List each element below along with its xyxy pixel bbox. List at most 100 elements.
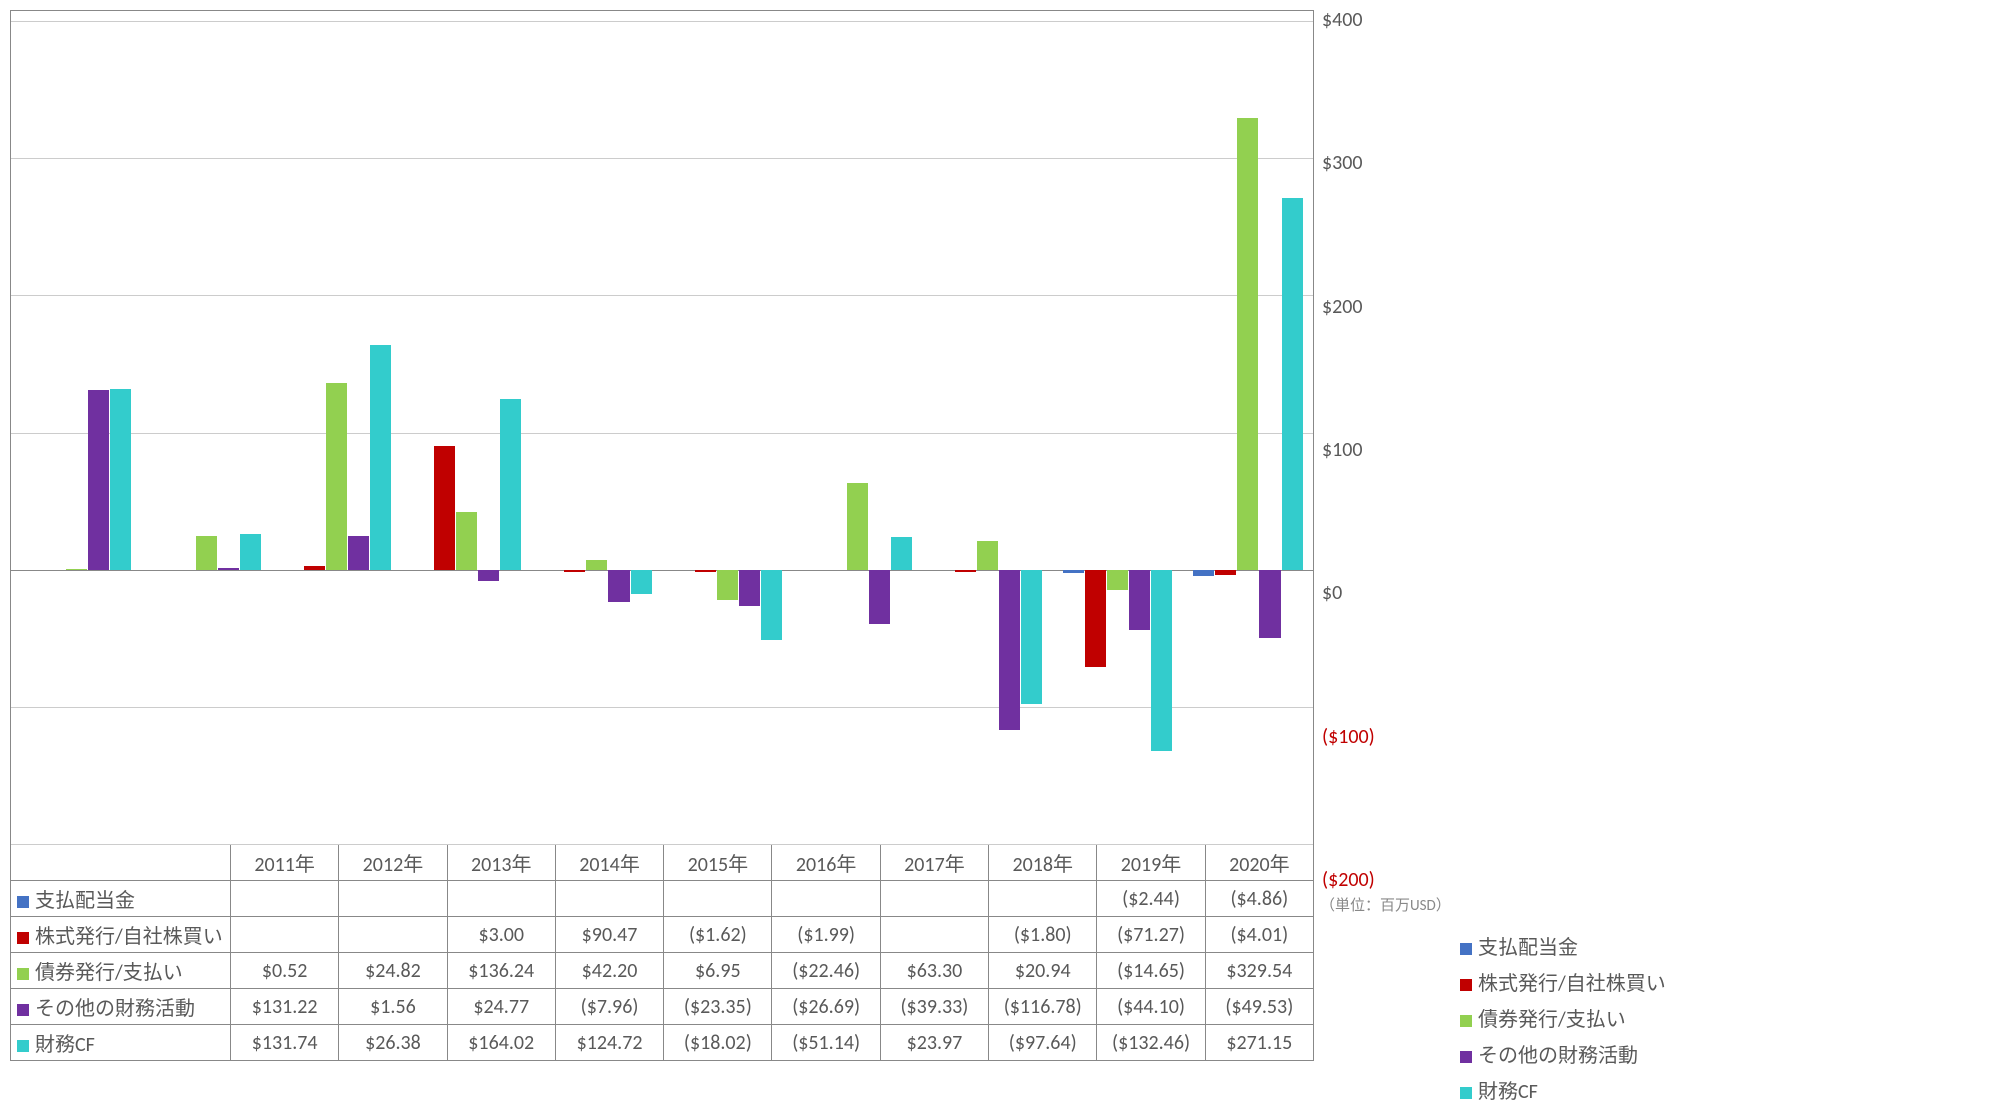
bar xyxy=(434,446,455,570)
data-cell: $329.54 xyxy=(1205,953,1313,989)
data-cell: $20.94 xyxy=(989,953,1097,989)
category-2011年 xyxy=(11,21,141,844)
table-row: 債券発行/支払い$0.52$24.82$136.24$42.20$6.95($2… xyxy=(11,953,1314,989)
y-tick-label: $200 xyxy=(1322,295,1363,319)
legend-label: 株式発行/自社株買い xyxy=(1478,972,1666,996)
bar xyxy=(1063,570,1084,573)
legend-swatch xyxy=(17,1004,29,1016)
bar xyxy=(240,534,261,570)
bar xyxy=(695,570,716,573)
category-header-row: 2011年2012年2013年2014年2015年2016年2017年2018年… xyxy=(11,845,1314,881)
data-cell: ($22.46) xyxy=(772,953,880,989)
data-cell: $136.24 xyxy=(447,953,555,989)
legend-item: その他の財務活動 xyxy=(1460,1038,1654,1074)
category-header: 2019年 xyxy=(1097,845,1205,881)
series-row-header: 株式発行/自社株買い xyxy=(11,917,231,953)
y-tick-label: $300 xyxy=(1322,151,1363,175)
category-header: 2013年 xyxy=(447,845,555,881)
bar xyxy=(955,570,976,572)
legend: 支払配当金株式発行/自社株買い債券発行/支払いその他の財務活動財務CF xyxy=(1454,10,1654,1061)
category-header: 2016年 xyxy=(772,845,880,881)
y-tick-label: $100 xyxy=(1322,438,1363,462)
legend-swatch xyxy=(1460,943,1472,955)
data-cell: ($1.62) xyxy=(664,917,772,953)
data-cell xyxy=(664,881,772,917)
bar xyxy=(1151,570,1172,752)
data-table: 2011年2012年2013年2014年2015年2016年2017年2018年… xyxy=(10,844,1314,1061)
category-header: 2011年 xyxy=(231,845,339,881)
bar xyxy=(761,570,782,640)
series-name-label: 株式発行/自社株買い xyxy=(35,925,223,949)
bar xyxy=(608,570,629,602)
bar xyxy=(348,536,369,570)
y-tick-label: $0 xyxy=(1322,581,1342,605)
category-2015年 xyxy=(532,21,662,844)
series-row-header: 支払配当金 xyxy=(11,881,231,917)
data-cell xyxy=(989,881,1097,917)
data-cell: $24.77 xyxy=(447,989,555,1025)
data-cell: ($4.86) xyxy=(1205,881,1313,917)
data-cell: $164.02 xyxy=(447,1025,555,1061)
data-cell: $63.30 xyxy=(880,953,988,989)
bar xyxy=(999,570,1020,730)
series-name-label: 債券発行/支払い xyxy=(35,961,183,985)
series-row-header: 財務CF xyxy=(11,1025,231,1061)
bar xyxy=(977,541,998,570)
data-cell xyxy=(772,881,880,917)
y-axis: $400$300$200$100$0($100)($200)（単位：百万USD） xyxy=(1314,10,1454,1061)
bar xyxy=(1215,570,1236,576)
category-2018年 xyxy=(922,21,1052,844)
legend-item: 財務CF xyxy=(1460,1074,1654,1110)
table-corner-cell xyxy=(11,845,231,881)
data-cell xyxy=(880,881,988,917)
category-header: 2012年 xyxy=(339,845,447,881)
data-cell xyxy=(880,917,988,953)
chart-left-block: 2011年2012年2013年2014年2015年2016年2017年2018年… xyxy=(10,10,1314,1061)
data-cell xyxy=(555,881,663,917)
bar xyxy=(1237,118,1258,570)
category-header: 2017年 xyxy=(880,845,988,881)
category-2012年 xyxy=(141,21,271,844)
table-row: 財務CF$131.74$26.38$164.02$124.72($18.02)(… xyxy=(11,1025,1314,1061)
bar xyxy=(631,570,652,595)
data-cell: $42.20 xyxy=(555,953,663,989)
category-2013年 xyxy=(271,21,401,844)
bar xyxy=(1193,570,1214,577)
legend-swatch xyxy=(17,896,29,908)
legend-item: 債券発行/支払い xyxy=(1460,1002,1654,1038)
legend-swatch xyxy=(17,932,29,944)
category-header: 2020年 xyxy=(1205,845,1313,881)
bar xyxy=(869,570,890,624)
category-2020年 xyxy=(1183,21,1313,844)
bar xyxy=(717,570,738,601)
bar xyxy=(66,569,87,570)
data-cell: ($4.01) xyxy=(1205,917,1313,953)
legend-swatch xyxy=(17,1040,29,1052)
data-cell: $124.72 xyxy=(555,1025,663,1061)
category-2016年 xyxy=(662,21,792,844)
data-cell: ($23.35) xyxy=(664,989,772,1025)
bar xyxy=(196,536,217,570)
plot-area xyxy=(10,10,1314,844)
bar xyxy=(1107,570,1128,590)
data-cell: ($18.02) xyxy=(664,1025,772,1061)
bar xyxy=(847,483,868,570)
gridline xyxy=(11,844,1313,845)
data-cell: $0.52 xyxy=(231,953,339,989)
bar xyxy=(1021,570,1042,704)
legend-swatch xyxy=(1460,1087,1472,1099)
category-header: 2018年 xyxy=(989,845,1097,881)
bar xyxy=(88,390,109,570)
bar xyxy=(304,566,325,570)
data-cell: ($7.96) xyxy=(555,989,663,1025)
legend-swatch xyxy=(1460,979,1472,991)
bar xyxy=(1085,570,1106,668)
data-cell: ($26.69) xyxy=(772,989,880,1025)
cashflow-chart: 2011年2012年2013年2014年2015年2016年2017年2018年… xyxy=(10,10,1979,1061)
legend-swatch xyxy=(1460,1051,1472,1063)
legend-swatch xyxy=(17,968,29,980)
data-cell xyxy=(231,881,339,917)
legend-swatch xyxy=(1460,1015,1472,1027)
bar xyxy=(1129,570,1150,630)
data-cell: $90.47 xyxy=(555,917,663,953)
